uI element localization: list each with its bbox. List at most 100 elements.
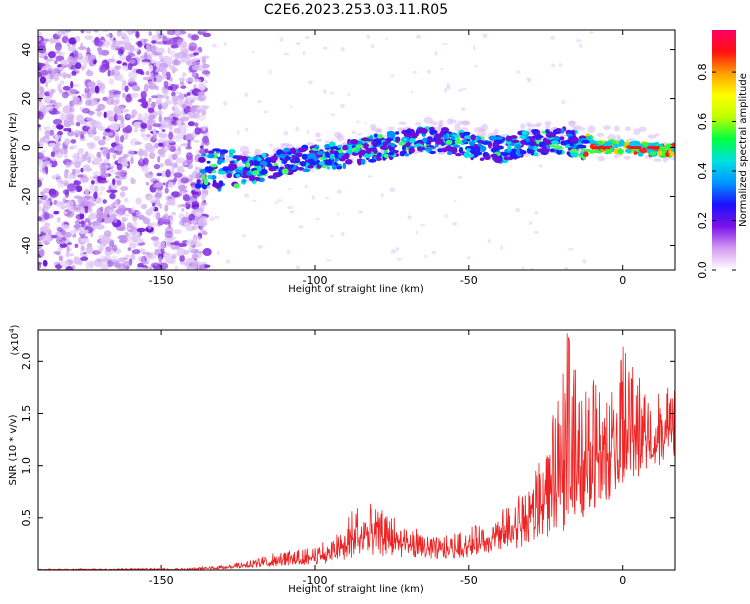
noise-blob [304, 184, 308, 189]
ridge-blob [194, 183, 202, 189]
noise-blob [148, 64, 154, 72]
ridge-blob [470, 134, 477, 141]
noise-blob [151, 40, 157, 44]
ridge-halo [536, 122, 542, 127]
noise-blob [201, 63, 210, 69]
ridge-blob [638, 148, 647, 153]
noise-blob [75, 185, 83, 193]
noise-blob [49, 73, 54, 80]
noise-blob [177, 39, 183, 46]
ridge-blob [501, 152, 510, 157]
noise-blob [74, 35, 81, 42]
noise-blob [57, 83, 62, 92]
noise-blob [102, 199, 107, 204]
noise-blob [186, 111, 195, 117]
ridge-blob [648, 142, 652, 147]
noise-blob [115, 208, 123, 214]
noise-blob [41, 149, 46, 155]
noise-blob [442, 42, 448, 45]
ridge-halo [423, 116, 433, 124]
spectrogram-ticks: -150 -100 -50 0 -40 -20 0 20 40 [20, 30, 675, 287]
noise-blob [119, 105, 125, 109]
noise-blob [500, 245, 504, 251]
ridge-blob [329, 153, 335, 159]
noise-blob [65, 30, 71, 33]
noise-blob [184, 261, 190, 267]
noise-blob [129, 59, 136, 64]
noise-blob [188, 245, 196, 254]
noise-blob [141, 251, 151, 255]
noise-blob [43, 126, 48, 130]
noise-blob [184, 93, 188, 98]
ridge-blob [284, 156, 292, 160]
noise-blob [63, 179, 70, 186]
noise-blob [589, 31, 594, 34]
ridge-blob [409, 147, 415, 154]
ridge-halo [613, 125, 620, 132]
ridge-blob [470, 148, 477, 155]
ridge-blob [437, 148, 443, 153]
ridge-halo [316, 138, 322, 142]
y-tick-label: 1.5 [20, 405, 33, 423]
noise-blob [111, 69, 115, 75]
noise-blob [381, 193, 384, 198]
noise-blob [67, 46, 77, 52]
ridge-halo [528, 123, 536, 128]
noise-blob [121, 64, 128, 71]
noise-blob [95, 224, 105, 230]
noise-blob [45, 166, 49, 175]
snr-series-line [38, 333, 675, 570]
noise-blob [168, 131, 174, 140]
noise-blob [129, 242, 137, 249]
noise-blob [191, 225, 198, 231]
noise-blob [113, 113, 118, 122]
noise-blob [122, 260, 131, 268]
noise-blob [195, 211, 202, 217]
noise-blob [113, 217, 118, 224]
noise-blob [148, 266, 153, 270]
noise-blob [67, 120, 75, 126]
ridge-blob [316, 151, 325, 155]
noise-blob [170, 242, 179, 246]
ridge-blob [669, 151, 675, 157]
noise-blob [155, 99, 160, 106]
noise-blob [287, 205, 293, 210]
noise-blob [120, 135, 124, 143]
noise-blob [188, 42, 198, 51]
noise-blob [82, 107, 90, 114]
noise-blob [187, 33, 192, 38]
noise-blob [94, 40, 104, 47]
noise-blob [169, 64, 175, 71]
noise-blob [137, 113, 143, 122]
noise-blob [137, 40, 143, 48]
noise-blob [103, 158, 110, 164]
noise-blob [102, 257, 109, 263]
noise-blob [411, 90, 414, 93]
ridge-halo [544, 120, 552, 126]
ridge-halo [225, 154, 230, 159]
noise-blob [63, 119, 69, 127]
noise-blob [134, 211, 143, 217]
ridge-halo [597, 155, 606, 162]
snr-ylabel: SNR (10 * v/v) [8, 414, 19, 485]
ridge-blob [210, 175, 217, 180]
noise-blob [223, 101, 228, 106]
noise-blob [151, 95, 158, 99]
noise-blob [135, 197, 142, 205]
noise-blob [52, 118, 63, 125]
noise-blob [38, 200, 42, 204]
noise-blob [181, 207, 185, 212]
noise-blob [147, 195, 156, 203]
noise-blob [60, 260, 70, 268]
noise-blob [174, 52, 183, 59]
noise-blob [173, 229, 182, 235]
noise-blob [155, 211, 161, 221]
ridge-blob [560, 127, 565, 134]
noise-blob [289, 210, 295, 214]
ridge-halo [387, 126, 395, 131]
noise-blob [104, 217, 108, 222]
ridge-blob [383, 153, 389, 158]
noise-blob [59, 147, 68, 155]
noise-blob [59, 71, 67, 76]
chart-title: C2E6.2023.253.03.11.R05 [264, 2, 448, 18]
